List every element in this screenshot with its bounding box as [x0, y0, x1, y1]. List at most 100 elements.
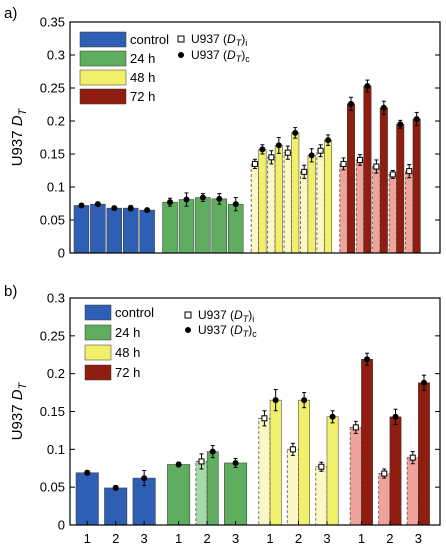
panel-b-ylabel-sub: T [17, 381, 29, 389]
marker-c-circle [78, 202, 85, 209]
bar-c [224, 462, 248, 526]
legend-marker-label: U937 (DT)c [191, 48, 250, 64]
marker-c-circle [329, 413, 336, 420]
marker-i-square [352, 424, 359, 431]
legend-marker-label-var: D [234, 308, 243, 322]
bar-c [418, 382, 430, 526]
panel-b-xtick-label: 2 [203, 531, 210, 546]
bar-c [274, 145, 283, 254]
panel-b-xtick-label: 1 [358, 531, 365, 546]
marker-c-circle [175, 461, 182, 468]
marker-c-circle [141, 475, 148, 482]
bar-c [106, 207, 123, 254]
marker-i-square [318, 463, 325, 470]
panel-b-ytick-label: 0.2 [47, 366, 65, 381]
marker-c-circle [275, 142, 282, 149]
panel-a-ytick-label: 0.1 [47, 180, 65, 195]
marker-c-circle [167, 199, 174, 206]
legend-marker-label-index: i [252, 314, 254, 324]
bar-i [372, 166, 381, 254]
panel-b-xtick-label: 1 [175, 531, 182, 546]
marker-c-circle [84, 469, 91, 476]
panel-b-xtick-label: 3 [323, 531, 330, 546]
bar-c [104, 487, 128, 526]
legend-marker-label-index: i [245, 38, 247, 48]
panel-b-xtick-label: 2 [295, 531, 302, 546]
marker-c-circle [216, 195, 223, 202]
bar-c [379, 107, 388, 254]
panel-a-ylabel: U937 DT [9, 107, 29, 166]
marker-c-circle [144, 207, 151, 214]
legend-marker-circle [178, 52, 184, 58]
legend-label: control [130, 32, 169, 47]
legend-swatch [84, 324, 112, 341]
marker-c-circle [325, 137, 332, 144]
legend-marker-label-sub: T [243, 314, 250, 324]
marker-i-square [356, 156, 363, 163]
legend-marker-circle [185, 327, 191, 333]
legend-swatch [84, 344, 112, 361]
panel-a-ylabel-main: U937 [9, 126, 26, 166]
panel-b-ytick-label: 0.15 [40, 404, 65, 419]
legend-swatch [79, 50, 127, 67]
bar-c [396, 124, 405, 254]
legend-marker-label-main: U937 ( [198, 308, 234, 322]
legend-marker-label-close: ) [241, 32, 245, 46]
legend-marker-label: U937 (DT)c [198, 323, 257, 339]
bar-i [195, 461, 208, 526]
bar-i [300, 171, 309, 254]
bar-c [269, 399, 282, 526]
marker-i-square [373, 163, 380, 170]
legend-marker-label-close: ) [248, 308, 252, 322]
bar-i [316, 150, 325, 254]
legend-marker-label-main: U937 ( [191, 48, 227, 62]
panel-a-ytick-label: 0.3 [47, 48, 65, 63]
panel-a-label: a) [4, 5, 17, 22]
marker-c-circle [183, 196, 190, 203]
bar-c [389, 416, 402, 526]
bar-c [291, 132, 300, 254]
bar-c [167, 464, 191, 526]
marker-c-circle [259, 146, 266, 153]
marker-i-square [301, 168, 308, 175]
bar-c [347, 103, 355, 254]
bar-c [363, 85, 372, 254]
panel-a-ytick-label: 0.35 [40, 15, 65, 30]
legend-marker-label-var: D [227, 32, 236, 46]
panel-b-ytick-label: 0.25 [40, 328, 65, 343]
marker-i-square [289, 446, 296, 453]
panel-b-ytick-label: 0.05 [40, 480, 65, 495]
marker-c-circle [308, 152, 315, 159]
legend-marker-label-index: c [252, 329, 257, 339]
marker-c-circle [232, 201, 239, 208]
bar-c [195, 197, 211, 254]
bar-i [286, 448, 299, 526]
legend-marker-label: U937 (DT)i [191, 32, 247, 48]
marker-c-circle [199, 194, 206, 201]
bar-c [228, 203, 244, 254]
panel-b-xtick-label: 1 [84, 531, 91, 546]
marker-i-square [340, 160, 347, 167]
panel-b-ytick-label: 0.1 [47, 442, 65, 457]
marker-i-square [284, 149, 291, 156]
panel-b-label: b) [4, 283, 17, 300]
bar-c [307, 155, 316, 254]
marker-c-circle [380, 104, 387, 111]
bar-c [326, 416, 339, 526]
legend-marker-square [177, 35, 185, 43]
legend-swatch [79, 69, 127, 86]
bar-c [123, 207, 139, 254]
legend-label: 24 h [130, 51, 155, 66]
bar-i [339, 163, 348, 254]
legend-marker-square [184, 311, 192, 319]
bar-c [162, 201, 178, 254]
legend-label: 72 h [130, 89, 155, 104]
panel-a-ytick-label: 0.25 [40, 81, 65, 96]
bar-i [250, 163, 260, 254]
legend-marker-label-close: ) [241, 48, 245, 62]
marker-i-square [406, 168, 413, 175]
bar-c [412, 118, 421, 254]
marker-c-circle [112, 484, 119, 491]
marker-i-square [251, 160, 258, 167]
